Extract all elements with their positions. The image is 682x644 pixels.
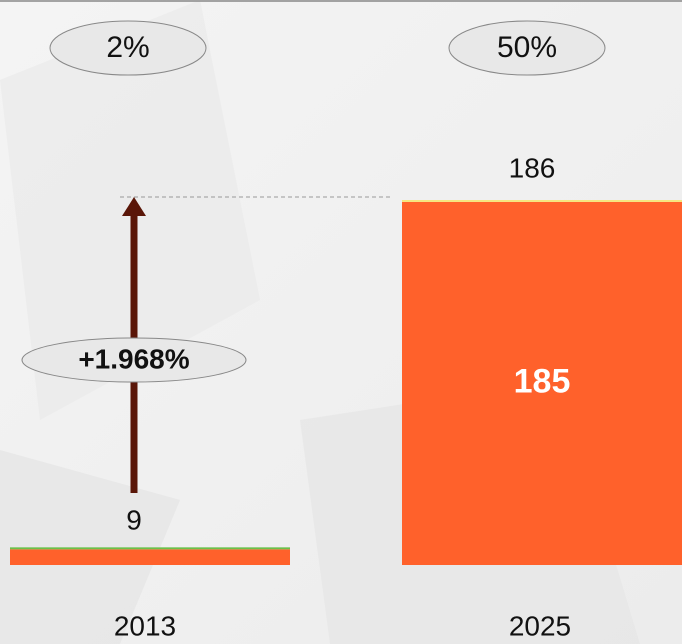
annotation-bubble: [21, 337, 247, 383]
share-bubble: [448, 20, 606, 76]
bar-segment: [10, 549, 290, 565]
share-bubble: [49, 20, 207, 76]
background-shape: [0, 450, 180, 644]
x-tick-label: 2025: [509, 610, 571, 641]
bar-segment: [402, 200, 682, 202]
share-label: 2%: [106, 31, 149, 64]
total-label: 9: [126, 504, 142, 535]
total-label: 186: [509, 152, 556, 183]
growth-arrowhead: [122, 197, 146, 216]
share-label: 50%: [497, 31, 557, 64]
bar-segment: [402, 201, 682, 565]
annotation: +1.968%: [78, 343, 189, 374]
bar-segment: [10, 547, 290, 550]
segment-label: 185: [514, 362, 571, 400]
x-tick-label: 2013: [114, 610, 176, 641]
